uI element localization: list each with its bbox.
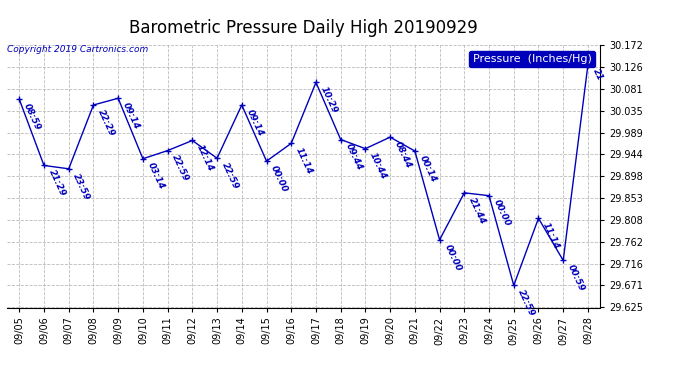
Text: 22:59: 22:59	[517, 288, 537, 318]
Text: 21:29: 21:29	[47, 168, 67, 198]
Text: 11:14: 11:14	[294, 146, 314, 176]
Pressure  (Inches/Hg)	[510, 283, 518, 288]
Pressure  (Inches/Hg)	[65, 166, 73, 171]
Text: 03:14: 03:14	[146, 162, 166, 191]
Text: 21:44: 21:44	[467, 196, 487, 225]
Text: 11:14: 11:14	[541, 221, 562, 251]
Pressure  (Inches/Hg)	[15, 97, 23, 102]
Pressure  (Inches/Hg)	[213, 156, 221, 160]
Pressure  (Inches/Hg)	[114, 96, 122, 100]
Pressure  (Inches/Hg)	[237, 103, 246, 107]
Pressure  (Inches/Hg)	[386, 135, 394, 140]
Pressure  (Inches/Hg)	[139, 156, 147, 161]
Pressure  (Inches/Hg)	[584, 62, 592, 67]
Text: 00:00: 00:00	[442, 243, 462, 272]
Legend: Pressure  (Inches/Hg): Pressure (Inches/Hg)	[469, 51, 595, 67]
Text: Copyright 2019 Cartronics.com: Copyright 2019 Cartronics.com	[7, 45, 148, 54]
Pressure  (Inches/Hg)	[485, 194, 493, 198]
Pressure  (Inches/Hg)	[559, 258, 567, 263]
Text: 00:00: 00:00	[269, 164, 290, 194]
Pressure  (Inches/Hg)	[188, 138, 197, 143]
Pressure  (Inches/Hg)	[411, 149, 419, 153]
Text: 00:59: 00:59	[566, 263, 586, 293]
Pressure  (Inches/Hg)	[40, 163, 48, 168]
Pressure  (Inches/Hg)	[362, 146, 370, 151]
Text: 12:14: 12:14	[195, 143, 215, 173]
Text: 22:29: 22:29	[96, 108, 117, 138]
Pressure  (Inches/Hg)	[164, 148, 172, 153]
Text: 10:44: 10:44	[368, 152, 388, 181]
Text: 09:44: 09:44	[344, 142, 364, 172]
Text: 22:59: 22:59	[220, 161, 240, 191]
Text: 08:44: 08:44	[393, 140, 413, 170]
Text: 10:29: 10:29	[319, 85, 339, 115]
Text: 22:59: 22:59	[170, 153, 190, 183]
Text: 09:14: 09:14	[244, 108, 265, 138]
Text: 00:00: 00:00	[492, 198, 512, 228]
Line: Pressure  (Inches/Hg): Pressure (Inches/Hg)	[17, 62, 591, 288]
Pressure  (Inches/Hg)	[435, 238, 444, 242]
Text: 00:14: 00:14	[417, 154, 438, 184]
Pressure  (Inches/Hg)	[460, 190, 469, 195]
Pressure  (Inches/Hg)	[287, 141, 295, 146]
Pressure  (Inches/Hg)	[312, 80, 320, 85]
Pressure  (Inches/Hg)	[534, 216, 542, 220]
Pressure  (Inches/Hg)	[89, 103, 97, 107]
Text: 21: 21	[591, 68, 604, 82]
Text: Barometric Pressure Daily High 20190929: Barometric Pressure Daily High 20190929	[129, 19, 478, 37]
Pressure  (Inches/Hg)	[262, 159, 270, 164]
Pressure  (Inches/Hg)	[337, 137, 345, 142]
Text: 23:59: 23:59	[72, 172, 92, 201]
Text: 08:59: 08:59	[22, 102, 42, 132]
Text: 09:14: 09:14	[121, 101, 141, 131]
